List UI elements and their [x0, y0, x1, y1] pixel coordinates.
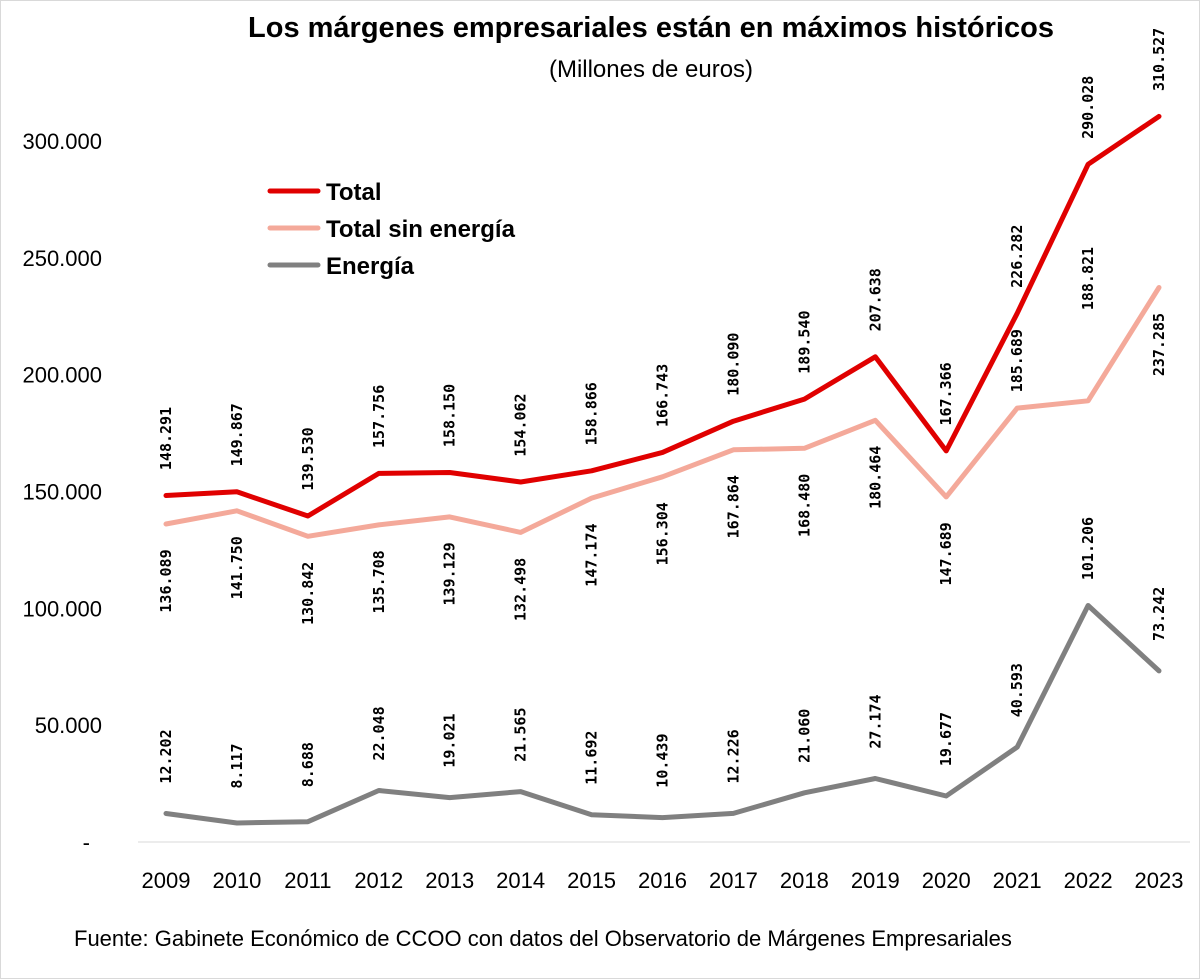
data-label: 189.540 [795, 310, 813, 373]
y-tick-label: 200.000 [22, 363, 102, 388]
series-line-total-sin-energia [163, 285, 1162, 539]
data-label: 11.692 [583, 731, 601, 785]
x-tick-label: 2012 [354, 868, 403, 893]
legend-label: Energía [326, 253, 415, 280]
data-label: 154.062 [512, 393, 530, 456]
chart-title: Los márgenes empresariales están en máxi… [248, 12, 1054, 44]
x-tick-label: 2019 [851, 868, 900, 893]
data-label: 21.565 [512, 708, 530, 762]
data-label: 136.089 [157, 549, 175, 612]
series-lines [163, 113, 1162, 826]
data-label: 101.206 [1079, 517, 1097, 580]
x-tick-label: 2010 [212, 868, 261, 893]
data-label: 147.689 [937, 522, 955, 585]
series-line-energia [163, 603, 1162, 826]
x-tick-label: 2016 [638, 868, 687, 893]
data-label: 207.638 [866, 268, 884, 331]
x-tick-label: 2009 [142, 868, 191, 893]
data-label: 156.304 [654, 502, 672, 565]
data-label: 139.530 [299, 427, 317, 490]
data-label: 290.028 [1079, 76, 1097, 139]
data-label: 141.750 [228, 536, 246, 599]
x-tick-label: 2013 [425, 868, 474, 893]
data-label: 132.498 [512, 558, 530, 621]
x-tick-label: 2015 [567, 868, 616, 893]
series-line-total [163, 113, 1162, 519]
data-label: 237.285 [1150, 313, 1168, 376]
data-label: 40.593 [1008, 663, 1026, 717]
x-tick-label: 2018 [780, 868, 829, 893]
data-label: 19.677 [937, 712, 955, 766]
x-tick-label: 2014 [496, 868, 545, 893]
legend: Total Total sin energía Energía [267, 179, 516, 280]
y-tick-label: 100.000 [22, 596, 102, 621]
data-label: 12.226 [724, 729, 742, 783]
data-label: 147.174 [583, 523, 601, 586]
data-label: 158.150 [441, 384, 459, 447]
x-tick-label: 2011 [284, 868, 331, 893]
data-label: 310.527 [1150, 28, 1168, 91]
data-label: 139.129 [441, 542, 459, 605]
data-label: 180.090 [724, 333, 742, 396]
legend-label: Total sin energía [326, 216, 516, 243]
data-label: 12.202 [157, 729, 175, 783]
data-label: 149.867 [228, 403, 246, 466]
data-label: 157.756 [370, 385, 388, 448]
data-label: 167.366 [937, 362, 955, 425]
chart-subtitle: (Millones de euros) [548, 56, 754, 83]
data-label: 19.021 [441, 713, 459, 767]
data-label: 8.688 [299, 742, 317, 787]
data-label: 148.291 [157, 407, 175, 470]
y-tick-label: 250.000 [22, 246, 102, 271]
data-label: 27.174 [866, 694, 884, 748]
y-axis: - 50.000 100.000 150.000 200.000 250.000 300.0… [22, 129, 102, 855]
x-tick-label: 2021 [993, 868, 1042, 893]
data-label: 10.439 [654, 734, 672, 788]
data-label: 185.689 [1008, 329, 1026, 392]
y-tick-label: 150.000 [22, 480, 102, 505]
legend-item-energia: Energía [267, 253, 415, 280]
x-axis: 2009 2010 2011 2012 2013 2014 2015 2016 2017 2018… [142, 868, 1184, 893]
data-labels: 148.291 149.867 139.530 157.756 158.150 154.0… [157, 28, 1168, 789]
x-tick-label: 2023 [1135, 868, 1184, 893]
legend-item-total: Total [267, 179, 382, 206]
data-label: 21.060 [795, 709, 813, 763]
data-label: 130.842 [299, 562, 317, 625]
x-tick-label: 2020 [922, 868, 971, 893]
data-label: 135.708 [370, 550, 388, 613]
legend-item-total-sin-energia: Total sin energía [267, 216, 516, 243]
data-label: 22.048 [370, 706, 388, 760]
x-tick-label: 2017 [709, 868, 758, 893]
legend-label: Total [326, 179, 382, 206]
data-label: 8.117 [228, 743, 246, 788]
data-label: 226.282 [1008, 225, 1026, 288]
data-label: 168.480 [795, 474, 813, 537]
data-label: 73.242 [1150, 587, 1168, 641]
data-label: 166.743 [654, 364, 672, 427]
x-tick-label: 2022 [1064, 868, 1113, 893]
y-tick-label: 50.000 [35, 713, 102, 738]
data-label: 167.864 [724, 475, 742, 538]
y-tick-label: 300.000 [22, 129, 102, 154]
data-label: 188.821 [1079, 247, 1097, 310]
source-note: Fuente: Gabinete Económico de CCOO con d… [74, 926, 1012, 951]
data-label: 180.464 [866, 446, 884, 509]
data-label: 158.866 [583, 382, 601, 445]
y-tick-label: - [83, 830, 90, 855]
